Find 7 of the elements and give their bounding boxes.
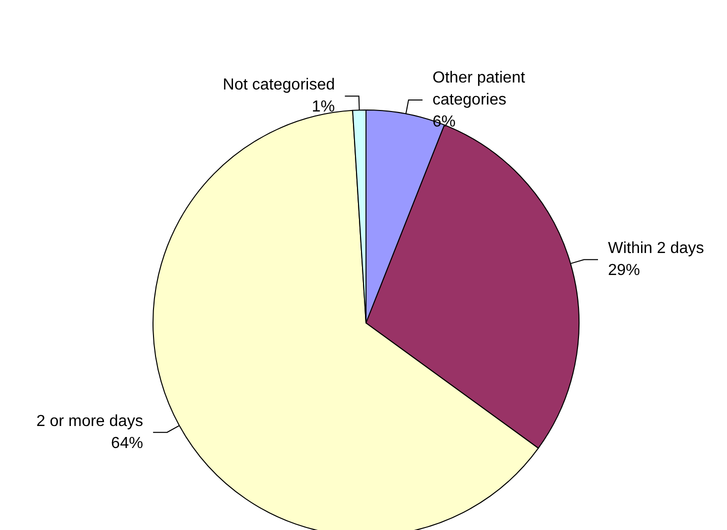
slice-label: Not categorised xyxy=(222,76,335,94)
slice-label: Within 2 days xyxy=(608,240,704,258)
slice-label: Other patient categories xyxy=(432,70,530,109)
data-label: 64% xyxy=(111,434,144,452)
data-label: 29% xyxy=(608,262,640,280)
slice-label: 2 or more days xyxy=(36,412,144,430)
data-label: 1% xyxy=(312,98,335,116)
